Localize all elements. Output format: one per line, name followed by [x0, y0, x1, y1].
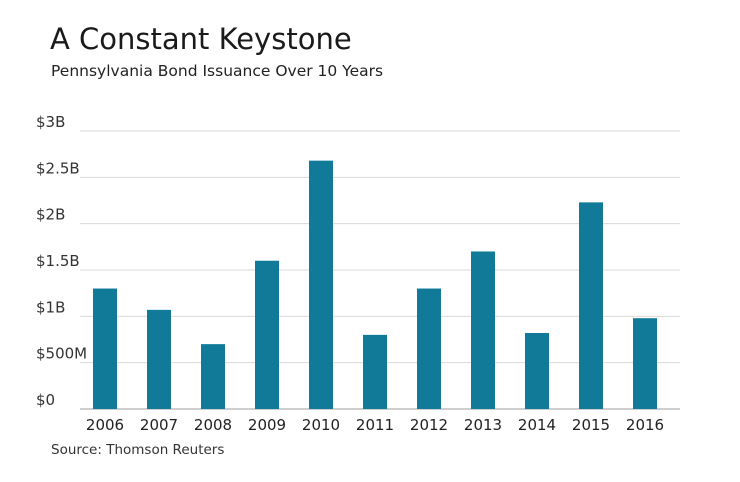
x-axis-labels: 2006 2007 2008 2009 2010 2011 2012 2013 2014 2015…	[86, 416, 664, 434]
bar-2009	[255, 260, 279, 409]
y-tick-label: $1B	[36, 298, 65, 316]
bar-2014	[525, 333, 549, 409]
bar-2007	[147, 309, 171, 409]
bar-2008	[201, 344, 225, 409]
x-tick-label: 2008	[194, 416, 232, 434]
bar-2011	[363, 334, 387, 409]
y-tick-label: $3B	[36, 113, 65, 131]
bars	[93, 160, 657, 409]
bar-2015	[579, 202, 603, 409]
bar-2010	[309, 160, 333, 409]
x-tick-label: 2009	[248, 416, 286, 434]
x-tick-label: 2013	[464, 416, 502, 434]
y-axis-labels: $0 $500M $1B $1.5B $2B $2.5B $3B	[36, 113, 87, 409]
y-tick-label: $500M	[36, 345, 87, 363]
x-tick-label: 2010	[302, 416, 340, 434]
bar-2016	[633, 318, 657, 409]
x-tick-label: 2015	[572, 416, 610, 434]
y-tick-label: $2.5B	[36, 159, 80, 177]
bar-2013	[471, 251, 495, 409]
x-tick-label: 2014	[518, 416, 556, 434]
y-tick-label: $2B	[36, 206, 65, 224]
chart-title: A Constant Keystone	[50, 22, 352, 56]
y-tick-label: $0	[36, 391, 55, 409]
x-tick-label: 2012	[410, 416, 448, 434]
source-note: Source: Thomson Reuters	[51, 442, 225, 458]
x-tick-label: 2007	[140, 416, 178, 434]
bar-2012	[417, 288, 441, 409]
x-tick-label: 2011	[356, 416, 394, 434]
bar-2006	[93, 288, 117, 409]
y-tick-label: $1.5B	[36, 252, 80, 270]
chart-subtitle: Pennsylvania Bond Issuance Over 10 Years	[51, 62, 384, 80]
x-tick-label: 2006	[86, 416, 124, 434]
x-tick-label: 2016	[626, 416, 664, 434]
